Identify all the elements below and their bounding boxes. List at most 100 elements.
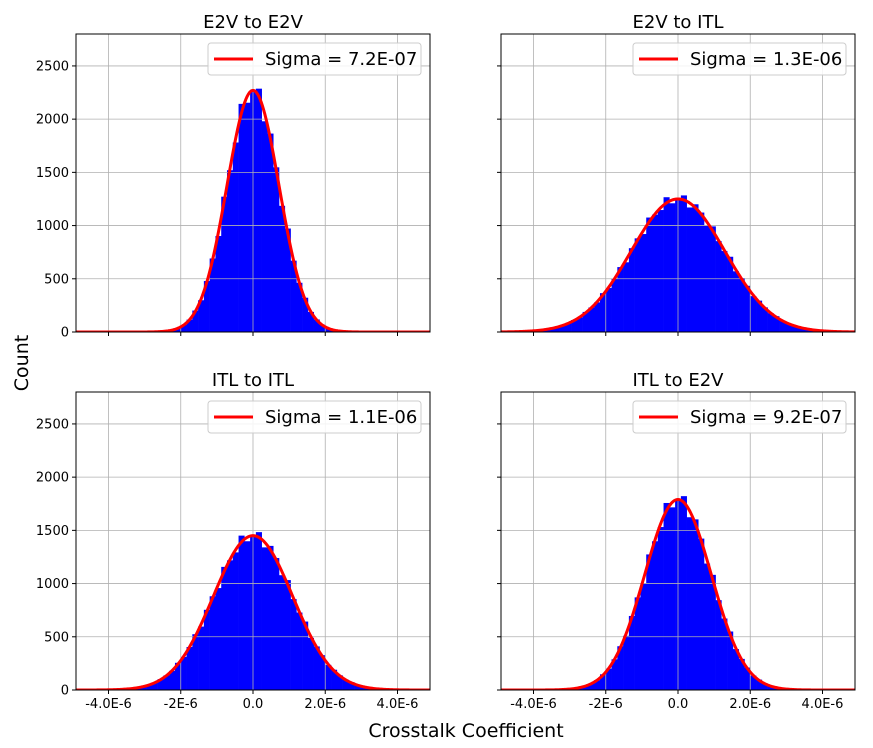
histogram-bar [634, 238, 641, 332]
histogram-bar [756, 679, 763, 690]
histogram-bar [325, 664, 332, 690]
histogram-bar [307, 311, 314, 332]
histogram-bar [140, 686, 147, 690]
histogram-bar [611, 278, 618, 332]
histogram-bar [186, 319, 193, 332]
histogram-bar [721, 618, 728, 690]
histogram-bar [721, 251, 728, 332]
histogram-bar [640, 234, 647, 332]
histogram-bar [709, 226, 716, 332]
x-tick-label: -4.0E-6 [85, 697, 132, 712]
histogram-bar [180, 325, 187, 332]
histogram-bar [238, 535, 245, 690]
histogram-bar [773, 316, 780, 332]
fit-curve [76, 534, 430, 690]
histogram-bar [617, 267, 624, 332]
legend-label: Sigma = 1.3E-06 [690, 49, 842, 70]
legend-box [207, 400, 422, 434]
histogram-bar [547, 328, 555, 332]
histogram-bar [796, 327, 803, 332]
y-tick-label: 2500 [36, 59, 69, 74]
histogram-bar [744, 285, 751, 332]
histogram-bar [174, 327, 182, 332]
histogram-bar [756, 300, 763, 332]
histogram-bar [646, 554, 653, 690]
histogram-bar [319, 324, 326, 332]
histogram-bar [715, 600, 722, 690]
histogram-bar [767, 685, 774, 690]
histogram-bar [296, 612, 303, 690]
histogram-bar [582, 685, 589, 690]
legend-label: Sigma = 1.1E-06 [265, 407, 417, 428]
histogram-bar [623, 262, 630, 332]
histogram-bar [738, 278, 745, 332]
histogram-bar [302, 297, 309, 332]
histogram-bar [336, 675, 343, 690]
histogram-bar [617, 646, 624, 690]
histogram-bar [651, 214, 659, 332]
legend: Sigma = 1.1E-06 [207, 400, 422, 434]
panel-4: -4.0E-6 -2E-6 0.0 2.0E-6 4.0E-6 ITL to E2V Sig… [497, 370, 856, 712]
histogram-bar [307, 637, 314, 690]
histogram-bar [319, 655, 326, 690]
histogram-bar [571, 320, 578, 332]
x-tick-label: -4.0E-6 [510, 697, 557, 712]
histogram-bar [750, 296, 757, 332]
x-axis-label: Crosstalk Coefficient [368, 720, 563, 742]
y-tick-label: 0 [61, 684, 69, 699]
histogram-bar [174, 662, 182, 690]
histogram-bar [146, 684, 153, 690]
histogram-bar [203, 609, 210, 690]
histogram-bar [203, 281, 210, 332]
histogram-bar [559, 325, 566, 332]
histogram-bar [651, 541, 659, 690]
legend: Sigma = 7.2E-07 [207, 42, 422, 76]
histogram-bar [313, 319, 320, 332]
histogram-bar [342, 679, 349, 690]
y-tick-label: 1500 [36, 166, 69, 181]
histogram-bar [279, 575, 286, 690]
histogram-bar [232, 142, 239, 332]
histogram-bars [501, 195, 855, 332]
histogram-bar [169, 670, 176, 690]
y-tick-label: 1000 [36, 219, 69, 234]
panel-2: E2V to ITL Sigma = 1.3E-06 [497, 12, 856, 336]
histogram-bar [704, 563, 711, 690]
histogram-bar [605, 288, 612, 332]
legend: Sigma = 9.2E-07 [632, 400, 847, 434]
histogram-bar [779, 320, 786, 332]
histogram-bar [594, 680, 601, 690]
histogram-bar [192, 310, 199, 332]
histogram-bar [611, 659, 618, 690]
histogram-bar [198, 626, 205, 690]
histogram-bar [646, 217, 653, 332]
y-tick-label: 500 [44, 630, 69, 645]
histogram-bar [692, 519, 699, 690]
histogram-bar [582, 311, 589, 332]
panel-3: -4.0E-6 -2E-6 0.0 2.0E-6 4.0E-6 0 500 1000 1500 2… [36, 370, 431, 712]
histogram-bar [215, 236, 222, 332]
x-tick-label: -2E-6 [164, 697, 198, 712]
panel-title: ITL to ITL [212, 370, 294, 391]
histogram-bar [290, 260, 297, 332]
histogram-bar [750, 675, 757, 690]
x-tick-label: 4.0E-6 [802, 697, 844, 712]
histogram-bar [732, 271, 739, 332]
histogram-bar [284, 228, 291, 332]
panel-title: E2V to ITL [633, 12, 724, 33]
histogram-bar [692, 204, 699, 332]
legend: Sigma = 1.3E-06 [632, 42, 847, 76]
histogram-bar [761, 307, 768, 332]
histogram-bar [284, 580, 291, 690]
histogram-bar [709, 574, 716, 690]
y-tick-label: 1000 [36, 577, 69, 592]
histogram-bar [255, 532, 262, 690]
histogram-bar [255, 88, 262, 332]
histogram-bar [192, 634, 199, 690]
histogram-bar [599, 674, 607, 690]
x-tick-label: 0.0 [668, 697, 689, 712]
histogram-bars [111, 88, 395, 332]
y-tick-label: 0 [61, 326, 69, 341]
histogram-bar [221, 196, 228, 332]
fit-curve [501, 197, 855, 332]
